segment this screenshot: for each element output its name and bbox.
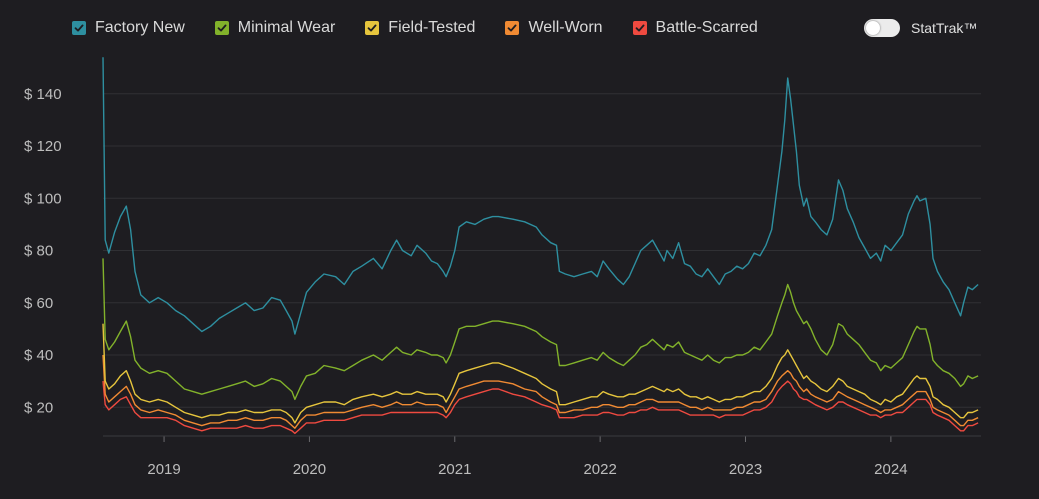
series-lines bbox=[102, 57, 979, 435]
legend-item-factory-new[interactable]: Factory New bbox=[72, 19, 185, 37]
y-tick-label: $ 60 bbox=[24, 295, 53, 312]
grid-lines bbox=[103, 93, 981, 442]
stattrak-toggle-label: StatTrak™ bbox=[911, 20, 978, 36]
x-tick-label: 2022 bbox=[583, 461, 616, 478]
stattrak-toggle-control[interactable]: StatTrak™ bbox=[864, 17, 977, 39]
checkbox-checked-icon[interactable] bbox=[214, 21, 229, 35]
legend-item-battle-scarred[interactable]: Battle-Scarred bbox=[632, 19, 758, 37]
checkbox-checked-icon[interactable] bbox=[365, 21, 380, 35]
legend-item-field-tested[interactable]: Field-Tested bbox=[365, 19, 475, 37]
y-tick-label: $ 120 bbox=[24, 138, 62, 155]
x-tick-label: 2024 bbox=[874, 461, 907, 478]
series-line-minimal-wear bbox=[102, 258, 979, 401]
x-tick-label: 2023 bbox=[729, 461, 762, 478]
checkbox-checked-icon[interactable] bbox=[632, 21, 647, 35]
y-tick-label: $ 80 bbox=[24, 243, 53, 260]
y-tick-label: $ 100 bbox=[24, 190, 62, 207]
stattrak-toggle-switch[interactable] bbox=[864, 19, 900, 37]
toggle-knob bbox=[866, 21, 880, 35]
legend-label: Factory New bbox=[95, 19, 185, 36]
x-tick-label: 2020 bbox=[293, 461, 326, 478]
legend-label: Battle-Scarred bbox=[655, 19, 758, 36]
checkbox-checked-icon[interactable] bbox=[72, 21, 86, 35]
checkbox-checked-icon[interactable] bbox=[505, 21, 520, 35]
y-tick-label: $ 140 bbox=[24, 86, 62, 103]
x-tick-label: 2021 bbox=[438, 461, 471, 478]
y-tick-label: $ 40 bbox=[24, 347, 53, 364]
legend-item-well-worn[interactable]: Well-Worn bbox=[505, 19, 603, 37]
legend-label: Well-Worn bbox=[528, 19, 603, 36]
x-tick-label: 2019 bbox=[147, 461, 180, 478]
x-axis-ticks: 2019 2020 2021 2022 2023 2024 bbox=[147, 461, 907, 478]
series-line-factory-new bbox=[102, 57, 979, 335]
legend-item-minimal-wear[interactable]: Minimal Wear bbox=[214, 19, 336, 37]
chart-legend: Factory New Minimal Wear Field-Tested We… bbox=[72, 17, 788, 39]
series-line-field-tested bbox=[102, 323, 979, 424]
series-line-battle-scarred bbox=[102, 380, 979, 435]
legend-label: Field-Tested bbox=[388, 19, 476, 36]
legend-label: Minimal Wear bbox=[237, 19, 336, 36]
y-tick-label: $ 20 bbox=[24, 399, 53, 416]
series-line-well-worn bbox=[102, 354, 979, 429]
y-axis-ticks: $ 20 $ 40 $ 60 $ 80 $ 100 $ 120 $ 140 bbox=[24, 86, 62, 416]
